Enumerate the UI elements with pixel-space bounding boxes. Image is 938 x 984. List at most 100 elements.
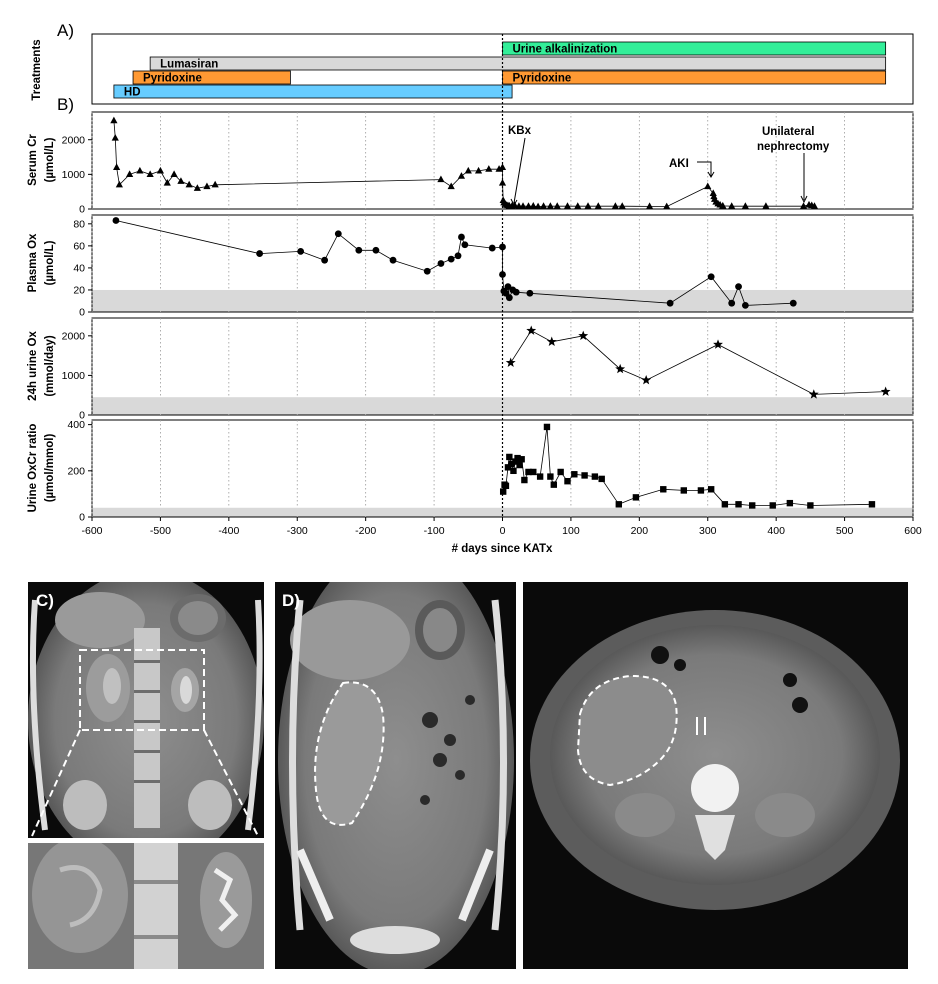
data-point [447,182,455,190]
treatments-ylabel: Treatments [31,39,43,100]
panel-label-d: D) [282,591,300,610]
data-point [709,189,717,197]
data-point [170,170,178,177]
x-tick-label: -200 [355,525,376,537]
panel-label-c: C) [36,591,54,610]
data-point [512,288,520,296]
treatment-bar-urine-alkalinization [502,41,887,56]
panel-label-b: B) [57,95,74,114]
data-point [112,217,120,224]
data-point [581,472,588,479]
data-point [203,182,211,190]
data-point [547,473,554,480]
data-point [762,202,770,209]
y-tick-label: 1000 [62,169,86,181]
plasma-ox-yunit: (µmol/L) [44,240,56,285]
nephrectomy-arrowhead [800,195,808,204]
plasma-ox-plot: 0 20 40 60 80 Plasma Ox (µmol/L) [27,214,914,319]
y-tick-label: 2000 [62,134,86,146]
data-point [512,458,519,465]
annotation-unilateral: Unilateral [762,126,814,138]
data-point [474,166,483,174]
data-point [868,501,876,508]
data-point [502,482,510,490]
x-tick-label: -100 [424,525,445,537]
y-tick-label: 80 [73,218,85,230]
treatment-bars: Urine alkalinization Lumasiran Pyridoxine P… [113,41,887,99]
serum-cr-ylabel: Serum Cr [27,134,39,186]
plasma-ox-band [92,289,913,312]
data-point [389,256,397,264]
data-point [458,233,465,241]
data-point [808,389,819,399]
ct-image-c: C) [28,582,264,838]
urine-ox-band [92,397,913,415]
data-point [193,184,201,191]
urine-oxcr-plot: 0 200 400 -600 -500 -400 -300 -200 -100 0 100 200 3… [27,419,922,555]
urine-ox-yunit: (mmol/day) [44,335,56,397]
data-point [553,202,561,209]
data-point [807,502,814,509]
data-point [177,177,185,184]
data-point [146,170,154,177]
data-point [735,501,742,508]
data-point [506,453,513,461]
data-point [136,166,144,174]
data-point [574,202,582,209]
data-point [557,468,564,476]
data-point [697,487,705,494]
y-tick-label: 0 [79,204,85,216]
data-point [423,267,431,275]
data-point [810,202,819,209]
ct-image-d-coronal: D) [275,582,516,969]
y-tick-label: 200 [67,465,85,477]
data-point [564,478,571,485]
data-point [536,473,544,480]
data-point [461,241,469,249]
reference-range-band [92,507,913,517]
data-point [666,299,674,307]
data-point [598,475,605,483]
treatments-panel: Treatments Urine alkalinization Lumasiran… [31,33,914,105]
treatment-bar-label: Pyridoxine [143,73,202,85]
data-point [529,202,537,209]
data-point [632,494,640,501]
x-tick-label: 100 [562,525,580,537]
x-tick-label: -600 [81,525,102,537]
data-point [297,247,305,255]
kbx-arrowhead [510,198,518,207]
y-tick-label: 20 [73,285,85,297]
data-point [457,172,466,179]
annotation-aki: AKI [669,158,689,170]
data-point [584,202,592,209]
data-point [126,170,134,177]
data-point [618,202,626,209]
x-tick-label: 600 [904,525,922,537]
data-point [704,182,712,190]
series-line [115,220,794,306]
data-point [163,179,171,186]
data-point [728,202,736,209]
data-point [372,246,380,254]
y-tick-label: 0 [79,410,85,422]
urine-oxcr-ylabel: Urine OxCr ratio [27,424,39,513]
data-point [546,202,554,209]
data-point [571,471,578,478]
urine-ox-yticks: 0 1000 2000 [62,330,92,422]
data-point [530,468,537,476]
treatment-bar-lumasiran [149,56,887,71]
data-point [256,250,264,257]
reference-range-band [92,289,913,312]
data-point [504,464,512,471]
urine-oxcr-grid [91,420,914,517]
data-point [728,299,736,307]
data-point [437,260,445,267]
kbx-arrow [513,137,526,204]
data-point [464,166,472,174]
data-point [880,386,891,396]
x-axis-ticks: -600 -500 -400 -300 -200 -100 0 100 200 300 400 500… [81,517,922,537]
y-tick-label: 2000 [62,330,86,342]
ct-image-c-zoom [28,843,264,969]
x-tick-label: -300 [287,525,308,537]
